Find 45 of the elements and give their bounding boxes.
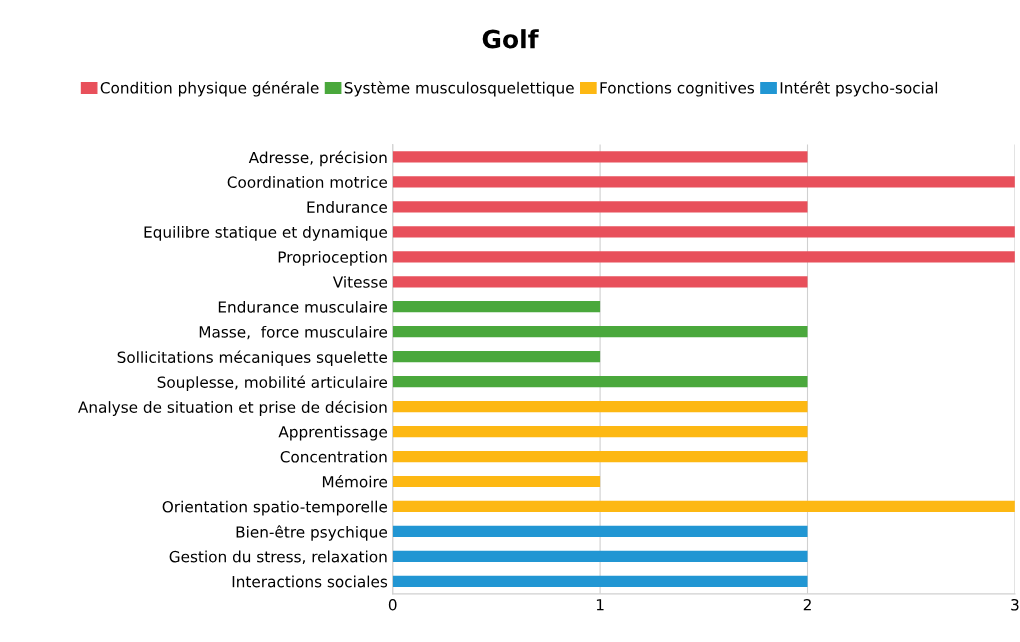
bar [392,201,808,213]
y-tick-label: Sollicitations mécaniques squelette [117,350,388,366]
bar [392,301,601,313]
y-tick-label: Apprentissage [278,425,388,441]
bar [392,276,808,288]
bar [392,575,808,587]
y-tick-label: Adresse, précision [248,150,387,167]
x-tick-label: 3 [1011,598,1019,611]
y-tick-label: Gestion du stress, relaxation [169,550,387,564]
legend-label: Condition physique générale [100,81,319,97]
legend-label: Fonctions cognitives [600,81,755,97]
bar [392,251,1015,263]
y-tick-label: Orientation spatio-temporelle [162,500,388,516]
y-tick-label: Mémoire [322,475,388,488]
x-tick-label: 1 [596,599,604,611]
bar [392,226,1015,238]
bar [392,176,1015,188]
x-tick-label: 2 [803,598,811,611]
bar [392,500,1015,513]
y-tick-label: Masse, force musculaire [199,325,388,340]
y-tick-label: Equilibre statique et dynamique [144,226,388,241]
bar [392,400,808,413]
x-tick-label: 0 [388,598,397,611]
legend-label: Intérêt psycho-social [780,81,938,97]
bar [392,475,601,488]
y-tick-label: Endurance [307,201,388,213]
bar [392,351,601,363]
y-tick-label: Souplesse, mobilité articulaire [157,375,388,391]
legend-label: Système musculosquelettique [344,81,574,97]
bar [392,376,808,388]
y-tick-label: Analyse de situation et prise de décision [78,400,387,416]
bar [392,326,808,338]
bar [392,550,808,563]
y-tick-label: Endurance musculaire [218,300,388,313]
y-tick-label: Concentration [280,450,387,463]
bar [392,450,808,463]
chart-title: Golf [482,29,539,49]
y-tick-label: Bien-être psychique [236,525,388,541]
y-tick-label: Proprioception [278,251,387,266]
y-tick-label: Interactions sociales [232,575,388,588]
y-tick-label: Vitesse [332,275,388,288]
bar [392,525,808,538]
bar [392,425,808,438]
bar [392,151,808,163]
y-tick-label: Coordination motrice [227,176,388,188]
